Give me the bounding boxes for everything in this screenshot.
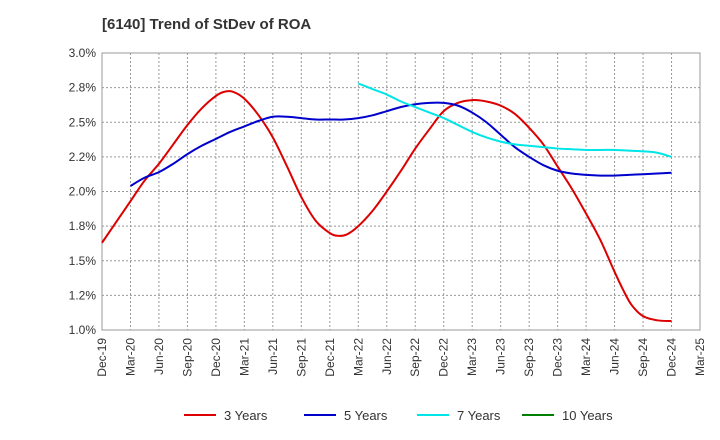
legend-label: 5 Years [344, 408, 388, 423]
x-tick-label: Jun-21 [266, 338, 280, 375]
legend-label: 10 Years [562, 408, 613, 423]
y-tick-label: 3.0% [69, 46, 97, 60]
x-tick-label: Mar-23 [465, 338, 479, 376]
series-line-3-years [101, 90, 672, 322]
legend-item-5-years: 5 Years [304, 408, 388, 423]
y-tick-label: 2.5% [69, 115, 97, 129]
y-tick-label: 1.5% [69, 254, 97, 268]
x-tick-label: Dec-23 [551, 338, 565, 377]
legend-item-10-years: 10 Years [522, 408, 613, 423]
grid-layer [101, 52, 701, 331]
x-tick-label: Jun-23 [494, 338, 508, 375]
x-tick-labels: Dec-19 Mar-20 Jun-20 Sep-20 Dec-20 Mar-21 Jun-… [95, 338, 707, 377]
y-tick-label: 2.8% [69, 81, 97, 95]
series-line-5-years [129, 101, 672, 187]
x-tick-label: Dec-21 [323, 338, 337, 377]
plot-frame [101, 52, 701, 331]
x-tick-label: Jun-22 [380, 338, 394, 375]
x-tick-label: Sep-23 [522, 338, 536, 377]
y-tick-label: 1.0% [69, 323, 97, 337]
x-tick-label: Mar-22 [351, 338, 365, 376]
x-tick-label: Mar-20 [123, 338, 137, 376]
x-tick-label: Dec-20 [209, 338, 223, 377]
x-tick-label: Mar-21 [237, 338, 251, 376]
legend-item-7-years: 7 Years [417, 408, 501, 423]
y-tick-label: 1.2% [69, 288, 97, 302]
x-tick-label: Sep-20 [180, 338, 194, 377]
x-tick-label: Dec-24 [665, 338, 679, 377]
legend: 3 Years 5 Years 7 Years 10 Years [184, 408, 613, 423]
plot-area [102, 53, 700, 330]
x-tick-label: Sep-22 [408, 338, 422, 377]
x-tick-label: Dec-22 [437, 338, 451, 377]
x-tick-label: Dec-19 [95, 338, 109, 377]
y-tick-label: 2.2% [69, 150, 97, 164]
y-tick-labels: 3.0% 2.8% 2.5% 2.2% 2.0% 1.8% 1.5% 1.2% 1.0% [69, 46, 97, 337]
series-line-7-years [357, 82, 672, 158]
x-tick-label: Sep-24 [636, 338, 650, 377]
legend-label: 7 Years [457, 408, 501, 423]
x-tick-label: Sep-21 [294, 338, 308, 377]
y-tick-label: 1.8% [69, 219, 97, 233]
x-tick-label: Mar-24 [579, 338, 593, 376]
legend-item-3-years: 3 Years [184, 408, 268, 423]
x-tick-label: Jun-24 [608, 338, 622, 375]
chart-title: [6140] Trend of StDev of ROA [102, 16, 312, 33]
x-tick-label: Jun-20 [152, 338, 166, 375]
series-layer [101, 82, 672, 322]
x-tick-label: Mar-25 [693, 338, 707, 376]
legend-label: 3 Years [224, 408, 268, 423]
y-tick-label: 2.0% [69, 185, 97, 199]
